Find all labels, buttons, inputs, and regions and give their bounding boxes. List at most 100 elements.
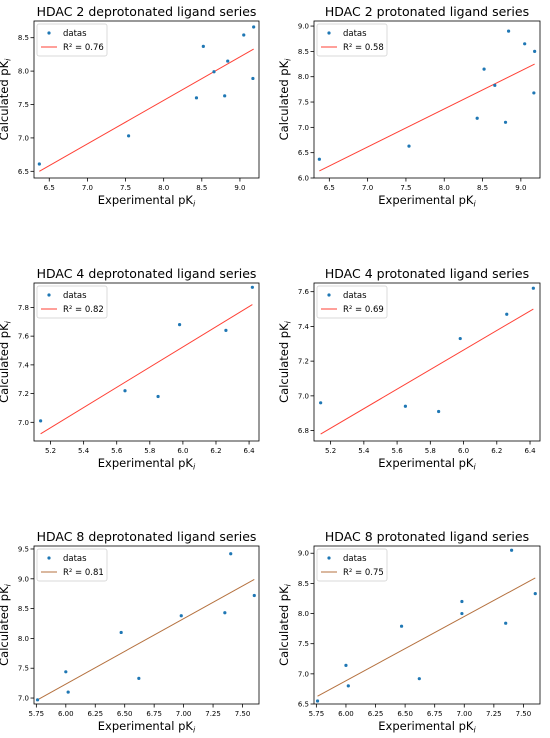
y-tick-label: 8.5 [298, 580, 309, 588]
data-point [224, 328, 228, 332]
legend-label-fit: R² = 0.69 [343, 305, 384, 315]
x-tick-label: 7.00 [176, 710, 192, 718]
y-axis-label: Calculated pKi [0, 583, 13, 666]
data-point [177, 323, 182, 327]
x-tick-label: 6.00 [58, 710, 74, 718]
subplot: HDAC 8 protonated ligand series 5.75 6.00 6… [277, 529, 541, 735]
data-point [460, 611, 464, 616]
y-tick-label: 7.5 [298, 640, 309, 648]
legend-label-fit: R² = 0.81 [63, 568, 104, 578]
y-axis-label: Calculated pKi [0, 58, 13, 141]
subplot: HDAC 2 protonated ligand series 6.5 7.0 7.5… [277, 4, 541, 209]
regression-line [320, 308, 534, 435]
legend: datas R² = 0.76 [36, 23, 108, 57]
y-tick-label: 7.5 [18, 665, 29, 673]
data-point [315, 699, 320, 703]
x-axis-label-text: Experimental pK [378, 193, 474, 207]
x-tick-label: 6.4 [244, 447, 256, 455]
x-tick-label: 6.75 [146, 710, 162, 718]
regression-line [39, 48, 254, 172]
y-axis-label-text: Calculated pK [277, 586, 291, 666]
regression-line [317, 577, 536, 697]
legend-label-scatter: datas [63, 554, 87, 564]
data-point [64, 670, 68, 674]
data-point [493, 83, 497, 87]
subplot: HDAC 4 protonated ligand series 5.2 5.4 5.6… [277, 266, 541, 472]
x-axis-label-subscript: i [193, 200, 196, 209]
y-axis-label: Calculated pKi [277, 58, 293, 141]
data-point [252, 25, 256, 29]
y-tick-label: 7.0 [298, 124, 309, 132]
x-tick-label: 8.5 [196, 184, 207, 192]
data-point [437, 409, 441, 414]
data-point [399, 624, 404, 628]
y-tick-label: 6.5 [298, 701, 309, 709]
chart-title: HDAC 8 deprotonated ligand series [37, 529, 257, 544]
legend-box [316, 548, 388, 582]
data-point [533, 592, 537, 596]
x-axis-label-subscript: i [193, 726, 196, 735]
y-tick-label: 8.5 [298, 48, 309, 56]
regression-line [319, 63, 535, 172]
data-point [403, 404, 407, 408]
legend-label-scatter: datas [63, 291, 87, 301]
legend: datas R² = 0.69 [316, 285, 388, 319]
y-tick-label: 7.2 [18, 390, 29, 398]
x-tick-label: 7.0 [362, 184, 373, 192]
legend: datas R² = 0.75 [316, 548, 388, 582]
data-point [346, 684, 350, 688]
data-point [37, 162, 41, 166]
y-tick-label: 6.5 [298, 149, 309, 157]
y-axis-label: Calculated pKi [277, 320, 293, 403]
y-tick-label: 9.0 [298, 550, 309, 558]
legend-marker-scatter [47, 293, 51, 297]
y-tick-label: 7.0 [298, 392, 309, 400]
data-point [344, 663, 348, 668]
data-point [251, 76, 255, 81]
x-tick-label: 6.50 [397, 710, 413, 718]
x-axis-label-text: Experimental pK [378, 456, 474, 470]
legend-box [316, 23, 388, 57]
regression-line [37, 578, 255, 701]
y-tick-label: 7.5 [18, 101, 29, 109]
x-axis-label: Experimental pKi [98, 193, 196, 209]
data-point [123, 389, 127, 393]
x-tick-label: 7.50 [516, 710, 532, 718]
x-tick-label: 7.00 [456, 710, 472, 718]
legend-box [36, 285, 108, 319]
x-axis-label: Experimental pKi [378, 719, 476, 735]
x-axis-label: Experimental pKi [98, 456, 196, 472]
y-tick-label: 7.0 [18, 419, 29, 427]
y-tick-label: 8.0 [18, 68, 29, 76]
y-axis-label-text: Calculated pK [277, 60, 291, 140]
y-tick-label: 6.0 [298, 175, 309, 183]
x-tick-label: 6.4 [524, 447, 536, 455]
subplot: HDAC 4 deprotonated ligand series 5.2 5.4 5… [0, 266, 260, 472]
y-tick-label: 7.4 [298, 323, 310, 331]
data-point [503, 120, 508, 124]
y-axis-label-subscript: i [284, 583, 293, 586]
data-point [523, 42, 527, 46]
x-axis-label-subscript: i [473, 726, 476, 735]
data-point [179, 614, 183, 618]
data-point [126, 134, 131, 138]
y-axis-label-subscript: i [4, 58, 13, 61]
y-tick-label: 7.6 [18, 333, 30, 341]
data-point [506, 29, 511, 33]
y-axis-label-text: Calculated pK [0, 60, 11, 140]
x-tick-label: 6.75 [427, 710, 443, 718]
legend: datas R² = 0.82 [36, 285, 108, 319]
data-point [319, 401, 323, 405]
x-axis-label-text: Experimental pK [378, 719, 474, 733]
data-point [194, 96, 199, 100]
x-tick-label: 5.4 [78, 447, 90, 455]
x-axis-label-text: Experimental pK [98, 193, 194, 207]
chart-title: HDAC 4 protonated ligand series [325, 266, 529, 281]
data-point [510, 548, 514, 552]
x-tick-label: 6.0 [458, 447, 469, 455]
x-tick-label: 5.8 [144, 447, 155, 455]
subplot: HDAC 2 deprotonated ligand series 6.5 7.0 7… [0, 4, 260, 209]
y-tick-label: 6.8 [298, 427, 309, 435]
x-tick-label: 8.0 [439, 184, 450, 192]
